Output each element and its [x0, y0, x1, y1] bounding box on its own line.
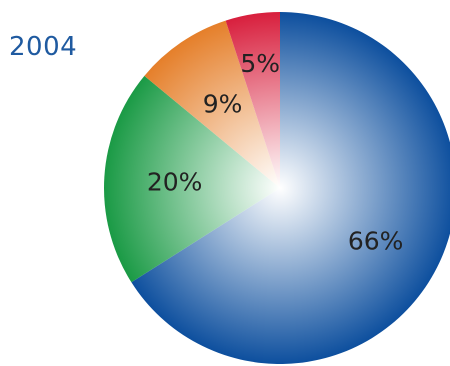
pie-label-5: 5% [240, 49, 280, 78]
pie-slice-9 [144, 20, 280, 188]
pie-label-66: 66% [348, 227, 404, 256]
pie-slice-20 [104, 75, 280, 283]
pie-label-20: 20% [147, 167, 203, 196]
pie-slices [104, 12, 450, 364]
chart-title: 2004 [9, 32, 78, 62]
pie-labels: 66% 20% 9% 5% [147, 49, 404, 256]
pie-slice-5 [225, 12, 280, 188]
pie-label-9: 9% [203, 90, 243, 119]
pie-slice-66 [131, 12, 450, 364]
